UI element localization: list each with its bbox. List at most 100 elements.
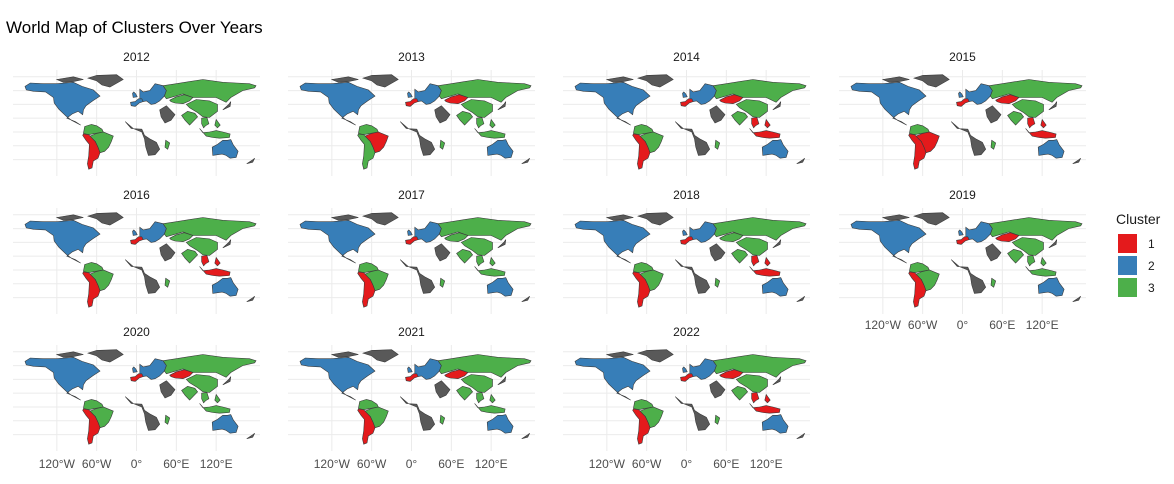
region-new-zealand: [796, 157, 805, 164]
region-indonesia: [749, 266, 781, 277]
region-russia: [162, 354, 257, 378]
region-kazakhstan: [444, 94, 469, 105]
x-axis-labels: 120°W 60°W 0° 60°E 120°E: [563, 457, 810, 473]
region-india: [181, 110, 198, 126]
x-axis-labels: 120°W 60°W 0° 60°E 120°E: [288, 457, 535, 473]
region-japan: [222, 239, 232, 249]
region-mideast: [709, 243, 726, 262]
legend-label-1: 1: [1148, 237, 1155, 251]
world-map: [13, 208, 260, 314]
x-tick-label: 120°W: [38, 457, 75, 471]
region-china-mongolia: [735, 99, 768, 118]
legend-item-1: 1: [1116, 233, 1160, 255]
region-africa-bits: [124, 121, 161, 156]
region-europe: [689, 83, 717, 105]
region-africa-bits: [950, 121, 987, 156]
region-argentina-chile: [908, 271, 927, 308]
region-japan: [1048, 239, 1058, 249]
region-north-america: [24, 356, 101, 401]
region-indonesia: [199, 128, 231, 139]
region-north-america: [850, 219, 927, 264]
region-africa-bits: [950, 259, 987, 294]
region-kazakhstan: [169, 369, 194, 380]
region-north-america: [299, 219, 376, 264]
world-map: [839, 208, 1086, 314]
x-tick-label: 60°W: [81, 457, 112, 471]
region-madagascar: [714, 414, 721, 425]
region-africa-bits: [674, 259, 711, 294]
region-arctic-islands: [605, 76, 634, 83]
region-russia: [437, 217, 532, 241]
region-north-america: [299, 356, 376, 401]
x-tick-label: 120°E: [474, 457, 508, 471]
x-tick-label: 60°W: [907, 318, 938, 332]
region-greenland-arctic: [637, 212, 674, 226]
region-greenland-arctic: [362, 212, 399, 226]
region-russia: [437, 79, 532, 103]
region-india: [731, 385, 748, 401]
region-west-europe: [405, 236, 419, 245]
x-tick-label: 60°E: [438, 457, 465, 471]
region-philippines: [1040, 256, 1047, 267]
legend-title: Cluster: [1116, 211, 1161, 227]
region-west-europe: [956, 98, 970, 107]
region-argentina-chile: [632, 408, 651, 445]
world-map: [563, 208, 810, 314]
region-uk: [958, 229, 964, 236]
region-southeast-asia: [751, 117, 760, 129]
region-russia: [988, 217, 1083, 241]
region-madagascar: [714, 139, 721, 150]
region-uk: [682, 91, 688, 98]
region-europe: [139, 358, 167, 380]
panel-title: 2019: [949, 188, 976, 202]
region-west-europe: [680, 98, 694, 107]
region-japan: [772, 239, 782, 249]
region-china-mongolia: [735, 374, 768, 393]
region-uk: [132, 366, 138, 373]
x-tick-label: 0°: [680, 457, 693, 471]
region-china-mongolia: [185, 99, 218, 118]
region-philippines: [214, 393, 221, 404]
panel-title: 2022: [673, 325, 700, 339]
region-southeast-asia: [751, 255, 760, 267]
region-argentina-chile: [908, 133, 927, 170]
legend-item-2: 2: [1116, 255, 1160, 277]
region-europe: [414, 358, 442, 380]
panel-title: 2021: [398, 325, 425, 339]
x-tick-label: 60°E: [163, 457, 190, 471]
map-panel-2016: 2016: [13, 188, 260, 316]
region-uk: [407, 366, 413, 373]
x-tick-label: 120°E: [749, 457, 783, 471]
x-tick-label: 60°E: [989, 318, 1016, 332]
region-madagascar: [164, 277, 171, 288]
region-africa-bits: [399, 396, 436, 431]
region-greenland-arctic: [913, 74, 950, 88]
region-europe: [414, 221, 442, 243]
region-southeast-asia: [1027, 117, 1036, 129]
region-west-europe: [405, 373, 419, 382]
region-west-europe: [130, 373, 144, 382]
panel-title: 2014: [673, 50, 700, 64]
panel-title: 2018: [673, 188, 700, 202]
region-west-europe: [680, 373, 694, 382]
x-tick-label: 60°E: [713, 457, 740, 471]
map-title: World Map of Clusters Over Years: [6, 18, 263, 37]
region-southeast-asia: [476, 392, 485, 404]
region-arctic-islands: [605, 214, 634, 221]
region-australia: [486, 277, 514, 297]
region-india: [181, 248, 198, 264]
region-russia: [162, 217, 257, 241]
region-new-zealand: [246, 432, 255, 439]
region-north-america: [850, 81, 927, 126]
region-arctic-islands: [605, 351, 634, 358]
x-tick-label: 120°W: [864, 318, 901, 332]
region-japan: [497, 239, 507, 249]
region-new-zealand: [1072, 157, 1081, 164]
region-new-zealand: [246, 157, 255, 164]
region-russia: [437, 354, 532, 378]
region-philippines: [764, 393, 771, 404]
region-greenland-arctic: [87, 212, 124, 226]
region-india: [1007, 110, 1024, 126]
panel-title: 2012: [123, 50, 150, 64]
region-africa-bits: [124, 396, 161, 431]
